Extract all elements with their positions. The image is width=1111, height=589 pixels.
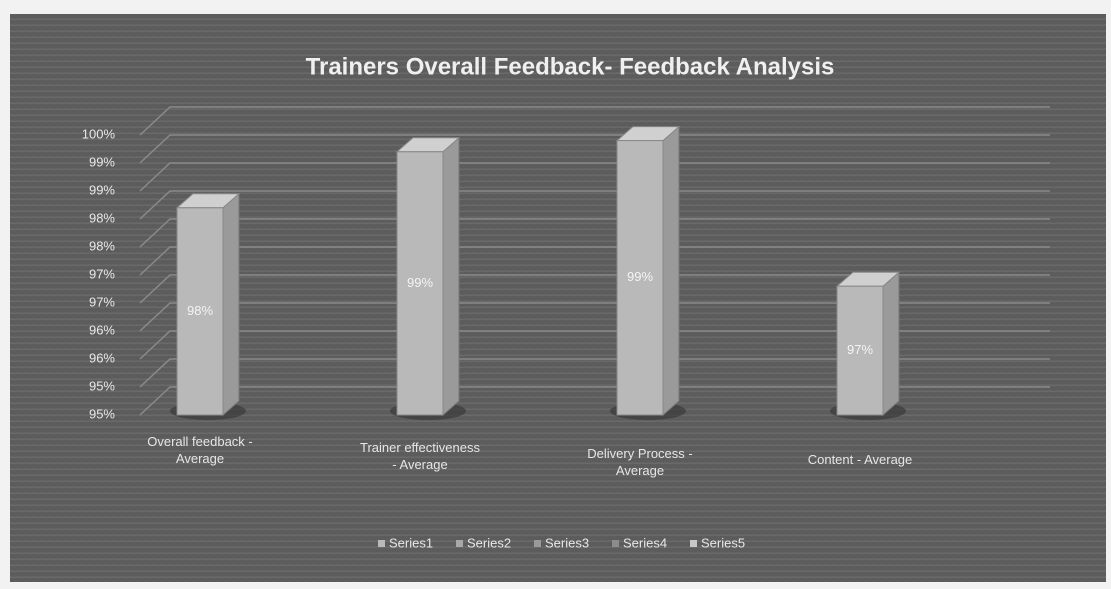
- bar: [616, 140, 664, 416]
- grid-line: [139, 302, 1050, 332]
- grid-line: [139, 106, 1050, 136]
- bar: [396, 151, 444, 416]
- grid-line: [139, 134, 1050, 164]
- data-label: 97%: [847, 342, 873, 357]
- data-label: 98%: [187, 303, 213, 318]
- y-tick-label: 99%: [89, 182, 115, 197]
- x-tick-label: Trainer effectiveness - Average: [360, 440, 480, 472]
- x-tick-label: Content - Average: [807, 452, 913, 467]
- y-tick-label: 96%: [89, 350, 115, 365]
- grid-line: [139, 330, 1050, 360]
- chart-title: Trainers Overall Feedback- Feedback Anal…: [306, 53, 835, 80]
- y-tick-label: 98%: [89, 210, 115, 225]
- legend-swatch: [534, 540, 541, 547]
- x-tick-label-box: Content - Average: [807, 452, 913, 467]
- bar: [176, 207, 224, 416]
- grid-line: [139, 358, 1050, 388]
- bar-side: [662, 125, 680, 417]
- y-tick-label: 98%: [89, 238, 115, 253]
- legend-swatch: [690, 540, 697, 547]
- y-tick-label: 95%: [89, 406, 115, 421]
- bar-side: [882, 271, 900, 417]
- legend-label: Series5: [701, 535, 745, 550]
- x-tick-label: Overall feedback - Average: [147, 434, 253, 466]
- grid-line: [139, 162, 1050, 192]
- grid-line: [139, 386, 1050, 416]
- grid-line: [139, 274, 1050, 304]
- legend-label: Series4: [623, 535, 667, 550]
- grid-line: [139, 246, 1050, 276]
- y-tick-label: 97%: [89, 294, 115, 309]
- legend-label: Series2: [467, 535, 511, 550]
- data-label: 99%: [627, 269, 653, 284]
- bar-side: [442, 136, 460, 417]
- x-tick-label-box: Delivery Process - Average: [587, 446, 693, 478]
- y-tick-label: 96%: [89, 322, 115, 337]
- legend-swatch: [612, 540, 619, 547]
- grid-line: [139, 218, 1050, 248]
- y-tick-label: 97%: [89, 266, 115, 281]
- y-tick-label: 100%: [82, 126, 116, 141]
- x-tick-label-box: Overall feedback - Average: [147, 434, 253, 466]
- legend-swatch: [456, 540, 463, 547]
- legend-swatch: [378, 540, 385, 547]
- bar-side: [222, 192, 240, 417]
- bar: [836, 285, 884, 416]
- legend-label: Series1: [389, 535, 433, 550]
- x-tick-label-box: Trainer effectiveness - Average: [360, 440, 480, 472]
- y-tick-label: 95%: [89, 378, 115, 393]
- grid-line: [139, 190, 1050, 220]
- y-tick-label: 99%: [89, 154, 115, 169]
- x-tick-label: Delivery Process - Average: [587, 446, 693, 478]
- legend-label: Series3: [545, 535, 589, 550]
- data-label: 99%: [407, 275, 433, 290]
